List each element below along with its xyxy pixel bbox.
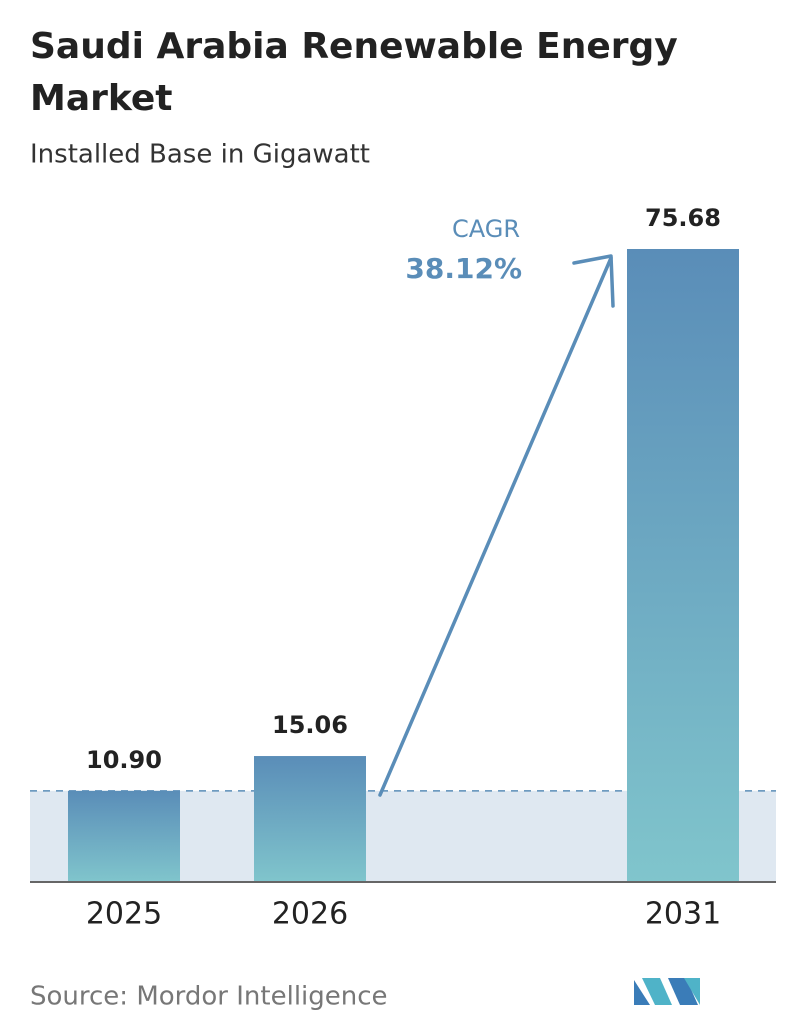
logo [634, 978, 700, 1005]
x-tick-label: 2031 [645, 897, 721, 932]
logo-shape [642, 978, 672, 1005]
bar [254, 756, 366, 882]
value-label: 10.90 [86, 746, 162, 774]
value-label: 75.68 [645, 204, 721, 232]
logo-shape [634, 980, 650, 1005]
logo-shape [668, 978, 698, 1005]
source: Source: Mordor Intelligence [30, 982, 388, 1012]
bar [68, 790, 180, 882]
chart-title: Market [30, 78, 172, 119]
value-label: 15.06 [272, 711, 348, 739]
logo-shape [684, 978, 700, 1005]
arrow-shaft [378, 256, 613, 797]
annotation-label: CAGR [452, 215, 520, 243]
chart-title: Saudi Arabia Renewable Energy [30, 26, 678, 67]
x-tick-label: 2025 [86, 897, 162, 932]
arrow-head [572, 254, 615, 308]
x-tick-label: 2026 [272, 897, 348, 932]
annotation-value: 38.12% [405, 252, 522, 285]
bar [627, 249, 739, 882]
chart-subtitle: Installed Base in Gigawatt [30, 140, 370, 170]
cagr-arrow [378, 254, 615, 797]
